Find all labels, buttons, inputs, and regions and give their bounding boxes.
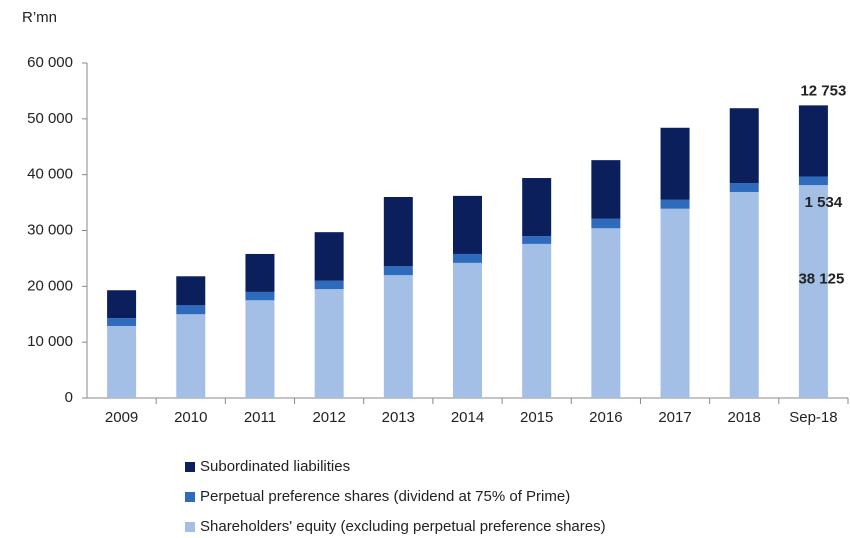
- bar-segment: [660, 127, 690, 200]
- x-tick-label: 2011: [244, 409, 276, 426]
- bar-segment: [245, 300, 275, 398]
- bar-segment: [383, 197, 413, 267]
- y-axis-label: R’mn: [22, 9, 57, 26]
- legend-label: Subordinated liabilities: [200, 458, 350, 475]
- legend-label: Shareholders' equity (excluding perpetua…: [200, 518, 606, 535]
- bar-segment: [522, 178, 552, 237]
- bar-segment: [107, 325, 137, 398]
- bar-segment: [314, 289, 344, 398]
- data-label: 38 125: [798, 271, 844, 288]
- bar-segment: [591, 228, 621, 398]
- legend-swatch: [185, 492, 195, 502]
- bar-segment: [314, 232, 344, 281]
- bar-segment: [314, 280, 344, 290]
- bar-segment: [176, 314, 206, 398]
- y-tick-label: 30 000: [27, 221, 73, 238]
- y-tick-label: 0: [65, 389, 73, 406]
- x-tick-label: 2014: [451, 409, 484, 426]
- bar-segment: [729, 108, 759, 184]
- bar-segment: [522, 243, 552, 398]
- x-tick-label: 2017: [658, 409, 691, 426]
- bar-segment: [798, 105, 828, 177]
- bar-segment: [245, 253, 275, 292]
- y-tick-label: 60 000: [27, 54, 73, 71]
- bar-segment: [383, 275, 413, 398]
- bar-segment: [107, 290, 137, 319]
- bar-segment: [453, 195, 482, 254]
- bar-segment: [729, 183, 759, 192]
- bar-segment: [729, 191, 759, 398]
- x-tick-label: Sep-18: [789, 409, 837, 426]
- bar-segment: [453, 253, 482, 263]
- bar-segment: [107, 318, 137, 326]
- x-tick-label: 2009: [105, 409, 138, 426]
- bar-segment: [245, 291, 275, 301]
- y-tick-label: 20 000: [27, 277, 73, 294]
- data-label: 12 753: [800, 82, 846, 99]
- bar-segment: [798, 176, 828, 186]
- y-tick-label: 10 000: [27, 333, 73, 350]
- x-tick-label: 2013: [382, 409, 415, 426]
- x-tick-label: 2018: [728, 409, 761, 426]
- x-tick-label: 2016: [589, 409, 622, 426]
- legend-label: Perpetual preference shares (dividend at…: [200, 488, 570, 505]
- bar-segment: [660, 199, 690, 209]
- y-tick-label: 40 000: [27, 166, 73, 183]
- bar-segment: [660, 208, 690, 398]
- bar-segment: [522, 236, 552, 244]
- x-tick-label: 2015: [520, 409, 553, 426]
- y-tick-label: 50 000: [27, 110, 73, 127]
- bar-segment: [383, 266, 413, 276]
- bar-segment: [176, 276, 206, 306]
- bar-segment: [453, 262, 482, 398]
- legend-swatch: [185, 462, 195, 472]
- bar-segment: [176, 305, 206, 315]
- bar-segment: [798, 185, 828, 398]
- bar-segment: [591, 160, 621, 219]
- data-label: 1 534: [805, 194, 843, 211]
- legend-swatch: [185, 522, 195, 532]
- x-tick-label: 2012: [312, 409, 345, 426]
- x-tick-label: 2010: [174, 409, 207, 426]
- bar-segment: [591, 218, 621, 229]
